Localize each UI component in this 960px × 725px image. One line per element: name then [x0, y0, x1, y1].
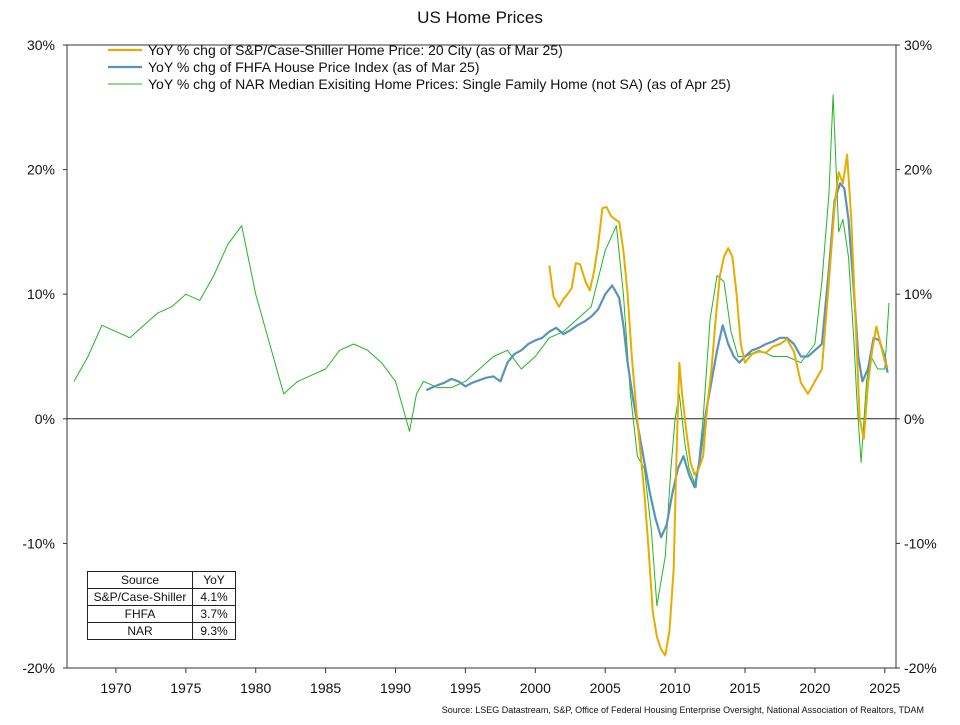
summary-yoy-cell: 4.1% — [192, 588, 236, 606]
x-tick-label: 2025 — [869, 680, 900, 696]
x-tick-label: 1980 — [240, 680, 271, 696]
legend-label: YoY % chg of S&P/Case-Shiller Home Price… — [148, 42, 563, 58]
summary-table: Source YoY S&P/Case-Shiller 4.1% FHFA 3.… — [87, 571, 236, 640]
summary-row: S&P/Case-Shiller 4.1% — [87, 588, 236, 606]
x-tick-label: 1990 — [380, 680, 411, 696]
summary-row: FHFA 3.7% — [87, 605, 236, 623]
y-tick-label-right: -10% — [904, 535, 937, 551]
x-tick-label: 2020 — [799, 680, 830, 696]
summary-yoy-cell: 3.7% — [192, 605, 236, 623]
summary-source-cell: NAR — [87, 622, 193, 640]
y-tick-label-right: 0% — [904, 411, 924, 427]
axes-layer: 30% 30% 20% 20% 10% 10% 0% 0% -10% -10% -20% -20% 19… — [22, 37, 936, 696]
legend: YoY % chg of S&P/Case-Shiller Home Price… — [108, 42, 731, 92]
x-tick-label: 2010 — [660, 680, 691, 696]
x-tick-label: 1975 — [170, 680, 201, 696]
summary-header-row: Source YoY — [87, 571, 236, 589]
legend-label: YoY % chg of NAR Median Exisiting Home P… — [148, 76, 731, 92]
legend-label: YoY % chg of FHFA House Price Index (as … — [148, 59, 480, 75]
summary-source-cell: FHFA — [87, 605, 193, 623]
x-tick-label: 2015 — [729, 680, 760, 696]
y-tick-label-left: 30% — [27, 37, 55, 53]
plot-frame — [66, 44, 897, 669]
y-tick-label-right: 30% — [904, 37, 932, 53]
x-tick-label: 2005 — [590, 680, 621, 696]
source-note: Source: LSEG Datastream, S&P, Office of … — [442, 705, 924, 715]
series-line-case-shiller — [548, 153, 889, 657]
y-tick-label-left: 0% — [35, 411, 55, 427]
series-layer — [73, 94, 890, 657]
y-tick-label-left: -10% — [22, 535, 55, 551]
y-tick-label-right: -20% — [904, 660, 937, 676]
series-line-nar — [73, 94, 890, 607]
y-tick-label-left: 10% — [27, 286, 55, 302]
x-tick-label: 2000 — [520, 680, 551, 696]
x-tick-label: 1985 — [310, 680, 341, 696]
y-tick-label-left: 20% — [27, 162, 55, 178]
summary-header-source: Source — [87, 571, 193, 589]
summary-yoy-cell: 9.3% — [192, 622, 236, 640]
summary-header-yoy: YoY — [192, 571, 236, 589]
y-tick-label-right: 20% — [904, 162, 932, 178]
x-tick-label: 1995 — [450, 680, 481, 696]
y-tick-label-left: -20% — [22, 660, 55, 676]
chart-title: US Home Prices — [417, 8, 543, 27]
x-tick-label: 1970 — [100, 680, 131, 696]
y-tick-label-right: 10% — [904, 286, 932, 302]
summary-source-cell: S&P/Case-Shiller — [87, 588, 193, 606]
summary-row: NAR 9.3% — [87, 622, 236, 640]
series-line-fhfa — [425, 182, 889, 539]
